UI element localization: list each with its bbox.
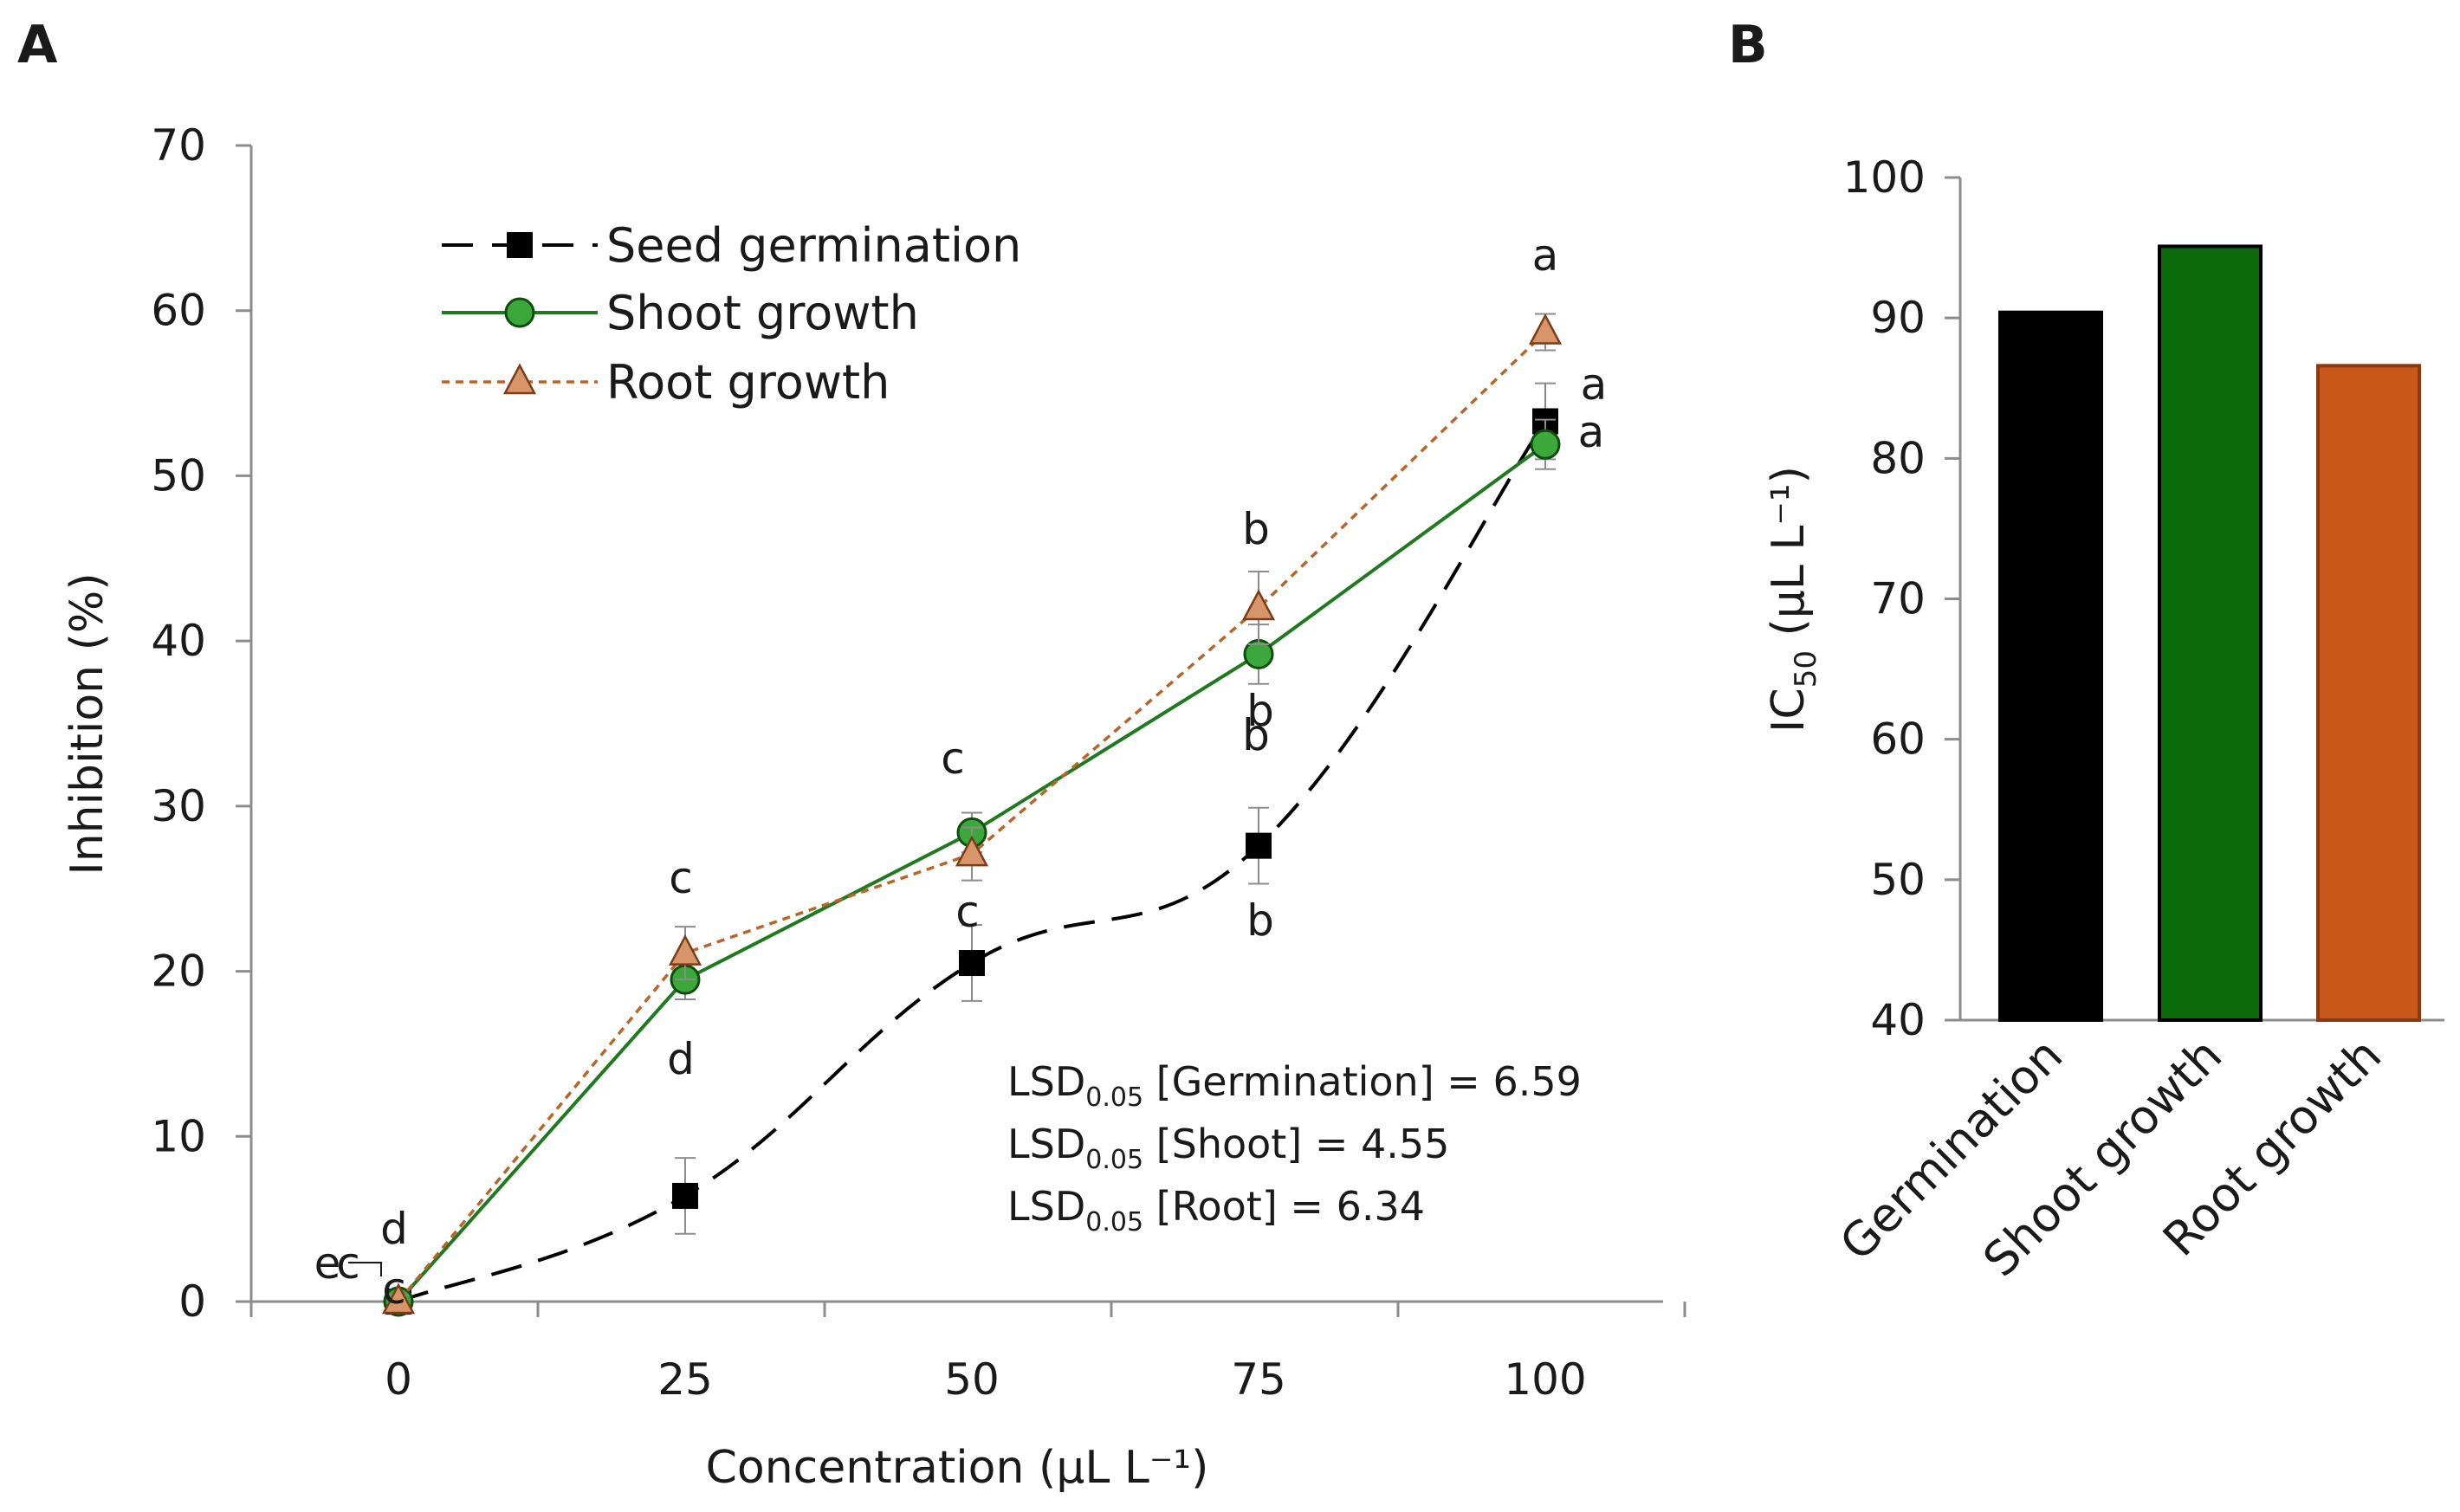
y-tick-label: 50: [151, 450, 206, 501]
significance-letter: c: [669, 853, 693, 903]
lsd-prefix: LSD: [1007, 1058, 1085, 1105]
y-tick-label: 30: [151, 781, 206, 831]
triangle-marker: [1241, 589, 1276, 621]
triangle-marker: [668, 934, 702, 966]
y-tick-label: 40: [151, 616, 206, 666]
series-seed-germination: [385, 382, 1558, 1315]
square-marker: [507, 232, 533, 258]
lsd-annotation: LSD0.05 [Shoot] = 4.55: [1007, 1121, 1449, 1175]
y-axis-title: Inhibition (%): [62, 572, 113, 875]
lsd-annotation: LSD0.05 [Germination] = 6.59: [1007, 1058, 1582, 1113]
y-tick-label-b: 50: [1870, 855, 1926, 905]
square-marker: [672, 1182, 698, 1209]
lsd-subscript: 0.05: [1085, 1082, 1143, 1113]
lsd-prefix: LSD: [1007, 1183, 1085, 1230]
significance-letter: c: [382, 1263, 406, 1314]
significance-letter: e: [314, 1238, 341, 1289]
significance-letter: a: [1532, 230, 1559, 281]
significance-letter: a: [1578, 407, 1605, 457]
lsd-text: [Shoot] = 4.55: [1143, 1121, 1449, 1167]
x-tick-label: 0: [385, 1354, 412, 1405]
ylabel-main: IC: [1763, 688, 1815, 733]
triangle-marker: [955, 835, 989, 867]
y-axis-title-b: IC50 (µL L⁻¹): [1763, 466, 1823, 733]
y-tick-label-b: 90: [1870, 293, 1926, 343]
x-tick-label: 50: [944, 1354, 1000, 1405]
significance-letter: d: [667, 1034, 695, 1084]
series-root-growth: [381, 313, 1563, 1315]
y-tick-label-b: 40: [1870, 995, 1926, 1045]
bar-shoot-growth: [2158, 244, 2263, 1022]
significance-letter: b: [1246, 895, 1274, 946]
x-axis-title: Concentration (µL L⁻¹): [706, 1442, 1209, 1494]
legend-label: Seed germination: [606, 218, 1021, 273]
y-tick-label: 20: [151, 947, 206, 997]
lsd-subscript: 0.05: [1085, 1145, 1143, 1175]
significance-letter: b: [1242, 710, 1270, 760]
bracket-mark: [348, 1262, 382, 1276]
significance-letter: d: [380, 1204, 408, 1254]
significance-letter: b: [1246, 686, 1274, 736]
y-tick-label-b: 70: [1870, 574, 1926, 624]
legend-label: Shoot growth: [606, 286, 919, 340]
lsd-subscript: 0.05: [1085, 1207, 1143, 1237]
line-chart: 0 10 20 30 40 50 60 70 0 25 50 75 100 Concentration…: [62, 120, 1686, 1494]
y-tick-label-b: 60: [1870, 714, 1926, 765]
panel-b-label: B: [1728, 15, 1768, 75]
lsd-text: [Root] = 6.34: [1143, 1183, 1425, 1230]
x-tick-label: 25: [657, 1354, 713, 1405]
significance-letter: a: [1581, 359, 1608, 410]
x-tick-label: 100: [1504, 1354, 1586, 1405]
triangle-marker: [381, 1283, 416, 1315]
lsd-annotation: LSD0.05 [Root] = 6.34: [1007, 1183, 1425, 1237]
lsd-prefix: LSD: [1007, 1121, 1085, 1167]
lsd-text: [Germination] = 6.59: [1143, 1058, 1582, 1105]
ylabel-subscript: 50: [1789, 650, 1823, 688]
bar-root-growth: [2316, 364, 2421, 1022]
square-marker: [1246, 832, 1272, 859]
y-tick-label: 10: [151, 1111, 206, 1161]
panel-a-label: A: [17, 15, 58, 75]
significance-letter: c: [941, 733, 965, 784]
y-tick-label-b: 100: [1843, 152, 1926, 203]
y-tick-label: 0: [178, 1276, 206, 1327]
circle-marker: [504, 297, 535, 328]
triangle-marker: [502, 363, 537, 395]
significance-letter: c: [955, 887, 980, 937]
series-line: [398, 420, 1547, 1303]
y-tick-label: 60: [151, 286, 206, 336]
significance-letter: b: [1242, 504, 1270, 554]
bar-germination: [1998, 310, 2103, 1022]
square-marker: [959, 950, 985, 977]
ylabel-unit: (µL L⁻¹): [1763, 466, 1815, 650]
y-tick-label: 70: [151, 120, 206, 171]
triangle-marker: [1528, 313, 1563, 345]
circle-marker: [1530, 429, 1561, 460]
y-tick-label-b: 80: [1870, 433, 1926, 483]
legend: Seed germination Shoot growth Root growth: [442, 218, 1021, 410]
x-tick-label: 75: [1231, 1354, 1286, 1405]
legend-label: Root growth: [606, 355, 890, 410]
